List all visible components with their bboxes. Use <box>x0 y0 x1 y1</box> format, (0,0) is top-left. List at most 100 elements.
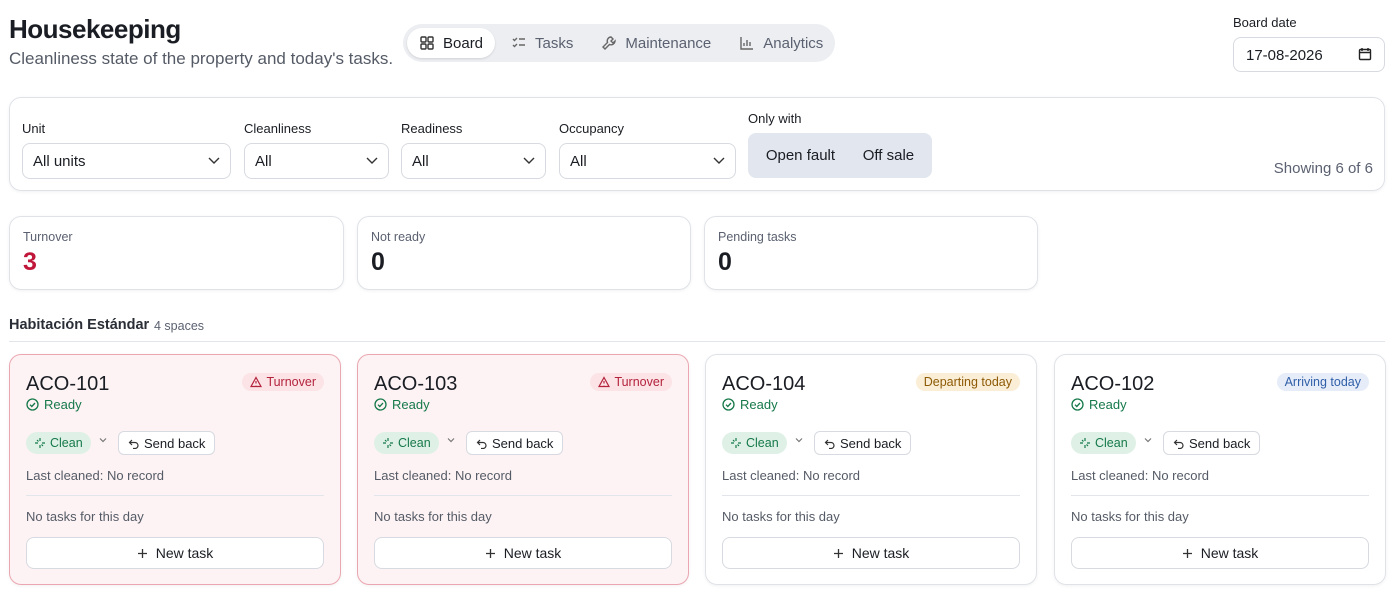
tab-label: Maintenance <box>625 34 712 52</box>
cleanliness-pill[interactable]: Clean <box>26 432 91 454</box>
date-value: 17-08-2026 <box>1246 47 1323 64</box>
filter-value: All <box>570 152 587 170</box>
caret[interactable] <box>446 435 456 445</box>
stat-card: Pending tasks 0 <box>704 216 1038 290</box>
date-label: Board date <box>1233 15 1297 30</box>
new-task-button[interactable]: New task <box>1071 537 1369 569</box>
stat-value: 0 <box>371 248 385 276</box>
badge: Departing today <box>915 373 1020 391</box>
badge-text: Arriving today <box>1284 375 1361 389</box>
divider <box>722 495 1020 496</box>
button-text: New task <box>1200 545 1259 561</box>
unit-name: ACO-101 <box>26 373 110 395</box>
filter-select[interactable]: All <box>244 143 389 179</box>
divider <box>9 341 1385 342</box>
new-task-button[interactable]: New task <box>374 537 672 569</box>
status: Ready <box>722 397 778 412</box>
badge: Turnover <box>242 373 324 391</box>
cleanliness-text: Clean <box>50 436 83 450</box>
filter-value: All units <box>33 152 86 170</box>
tasks-empty: No tasks for this day <box>1071 509 1189 524</box>
status-text: Ready <box>1089 397 1127 412</box>
unit-name: ACO-103 <box>374 373 458 395</box>
date-input[interactable]: 17-08-2026 <box>1233 37 1385 72</box>
stat-value: 3 <box>23 248 37 276</box>
button-text: New task <box>851 545 910 561</box>
last-cleaned: Last cleaned: No record <box>1071 468 1210 483</box>
unit-card: ACO-104 Departing today Ready Clean Send… <box>705 354 1037 585</box>
unit-card: ACO-102 Arriving today Ready Clean Send … <box>1054 354 1386 585</box>
badge: Turnover <box>590 373 672 391</box>
badge-text: Departing today <box>923 375 1012 389</box>
divider <box>26 495 324 496</box>
group-count: 4 spaces <box>154 319 205 333</box>
tab[interactable]: Tasks <box>499 28 585 58</box>
caret[interactable] <box>794 435 804 445</box>
send-back-button[interactable]: Send back <box>1163 431 1261 455</box>
tab[interactable]: Analytics <box>727 28 835 58</box>
status-text: Ready <box>740 397 778 412</box>
send-back-button[interactable]: Send back <box>466 431 564 455</box>
stat-value: 0 <box>718 248 732 276</box>
button-text: Send back <box>492 435 554 451</box>
tab[interactable]: Maintenance <box>589 28 723 58</box>
new-task-button[interactable]: New task <box>26 537 324 569</box>
button-text: Send back <box>840 435 902 451</box>
tab-label: Board <box>443 34 484 52</box>
page-title: Housekeeping <box>9 14 181 44</box>
status: Ready <box>374 397 430 412</box>
button-text: Send back <box>1189 435 1251 451</box>
cleanliness-pill[interactable]: Clean <box>722 432 787 454</box>
last-cleaned: Last cleaned: No record <box>722 468 861 483</box>
unit-name: ACO-102 <box>1071 373 1155 395</box>
stat-label: Turnover <box>23 230 73 244</box>
status-text: Ready <box>44 397 82 412</box>
toggle-option[interactable]: Open fault <box>765 147 836 164</box>
filter-label: Unit <box>22 121 46 136</box>
stat-label: Not ready <box>371 230 426 244</box>
cleanliness-text: Clean <box>1095 436 1128 450</box>
toggle-option[interactable]: Off sale <box>862 147 915 164</box>
cleanliness-pill[interactable]: Clean <box>374 432 439 454</box>
filter-select[interactable]: All units <box>22 143 231 179</box>
result-count: Showing 6 of 6 <box>1273 160 1373 177</box>
toggle-group: Open fault Off sale <box>748 133 932 178</box>
tasks-empty: No tasks for this day <box>26 509 144 524</box>
subtitle: Cleanliness state of the property and to… <box>9 49 394 68</box>
filter-select[interactable]: All <box>401 143 546 179</box>
filter-label: Cleanliness <box>244 121 312 136</box>
filter-label: Occupancy <box>559 121 625 136</box>
tab[interactable]: Board <box>407 28 496 58</box>
caret[interactable] <box>98 435 108 445</box>
status-text: Ready <box>392 397 430 412</box>
status: Ready <box>1071 397 1127 412</box>
cleanliness-text: Clean <box>398 436 431 450</box>
button-text: New task <box>503 545 562 561</box>
send-back-button[interactable]: Send back <box>814 431 912 455</box>
stat-card: Not ready 0 <box>357 216 691 290</box>
badge-text: Turnover <box>266 375 316 389</box>
cleanliness-text: Clean <box>746 436 779 450</box>
filter-label: Readiness <box>401 121 463 136</box>
filter-select[interactable]: All <box>559 143 736 179</box>
badge-text: Turnover <box>614 375 664 389</box>
group-title: Habitación Estándar <box>9 317 150 333</box>
send-back-button[interactable]: Send back <box>118 431 216 455</box>
button-text: New task <box>155 545 214 561</box>
unit-card: ACO-103 Turnover Ready Clean Send back L… <box>357 354 689 585</box>
tab-label: Analytics <box>763 34 824 52</box>
tab-bar: Board Tasks Maintenance Analytics <box>403 24 835 62</box>
cleanliness-pill[interactable]: Clean <box>1071 432 1136 454</box>
tab-label: Tasks <box>535 34 574 52</box>
tasks-empty: No tasks for this day <box>722 509 840 524</box>
filter-panel <box>9 97 1385 191</box>
status: Ready <box>26 397 82 412</box>
new-task-button[interactable]: New task <box>722 537 1020 569</box>
divider <box>374 495 672 496</box>
caret[interactable] <box>1143 435 1153 445</box>
unit-name: ACO-104 <box>722 373 806 395</box>
last-cleaned: Last cleaned: No record <box>374 468 513 483</box>
badge: Arriving today <box>1276 373 1369 391</box>
button-text: Send back <box>144 435 206 451</box>
